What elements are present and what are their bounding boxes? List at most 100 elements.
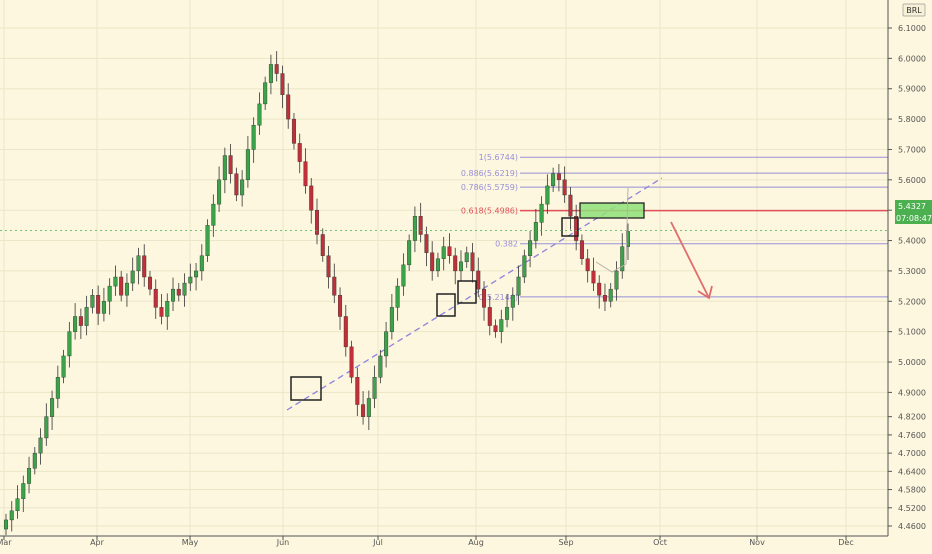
trendline — [286, 177, 663, 411]
candle-body — [424, 234, 429, 253]
trendline-line — [286, 177, 663, 411]
y-tick-label: 5.1000 — [898, 328, 926, 337]
price-tag-value: 5.4327 — [898, 202, 926, 211]
candle-body — [245, 149, 250, 181]
candle-body — [194, 270, 199, 278]
candle-body — [228, 155, 233, 174]
candle-body — [476, 270, 481, 290]
candle-body — [3, 519, 8, 530]
projection-path — [595, 187, 629, 273]
fib-level-label: 0.886(5.6219) — [461, 169, 518, 178]
price-tag: 5.4327 07:08:47 — [895, 200, 932, 224]
candle-body — [234, 173, 239, 196]
candle-body — [291, 118, 296, 144]
candle-body — [401, 264, 406, 287]
candle-body — [297, 143, 302, 162]
candle-body — [55, 377, 60, 399]
candle-body — [447, 246, 452, 256]
x-tick-label: Aug — [468, 538, 484, 547]
candle-body — [378, 355, 383, 378]
fibonacci-levels: 1(5.6744) 0.886(5.6219) 0.786(5.5759) 0.618… — [461, 153, 888, 302]
highlight-box — [457, 280, 477, 304]
y-tick-label: 4.7600 — [898, 431, 926, 440]
candle-body — [332, 276, 337, 296]
candle-body — [38, 437, 43, 454]
y-tick-label: 5.0000 — [898, 358, 926, 367]
highlight-box — [436, 293, 456, 317]
candle-body — [32, 452, 37, 469]
candle-body — [505, 307, 510, 320]
candle-body — [361, 404, 366, 417]
candle-body — [211, 203, 216, 226]
candle-body — [608, 288, 613, 302]
candle-body — [303, 161, 308, 187]
x-tick-label: May — [182, 538, 199, 547]
candle-body — [349, 346, 354, 378]
candle-body — [585, 258, 590, 272]
price-tag-bg — [895, 200, 932, 224]
candle-body — [522, 255, 527, 278]
y-tick-label: 6.1000 — [898, 24, 926, 33]
x-tick-label: Nov — [749, 538, 765, 547]
candle-body — [165, 301, 170, 317]
candle-body — [257, 103, 262, 126]
candle-body — [61, 355, 66, 378]
grid-lines — [0, 0, 888, 536]
candle-body — [453, 255, 458, 272]
candle-body — [251, 124, 256, 150]
candle-body — [142, 255, 147, 278]
x-tick-label: Jun — [276, 538, 290, 547]
candle-body — [412, 216, 417, 241]
candle-body — [222, 155, 227, 181]
x-tick-label: Jul — [372, 538, 383, 547]
candle-body — [562, 179, 567, 196]
candle-body — [579, 240, 584, 259]
candle-body — [84, 307, 89, 326]
candle-body — [44, 416, 49, 439]
candle-body — [147, 276, 152, 290]
candle-body — [274, 64, 279, 74]
candle-body — [482, 288, 487, 308]
highlight-box — [290, 376, 322, 401]
candle-body — [199, 255, 204, 272]
candle-body — [159, 307, 164, 317]
y-tick-label: 5.6000 — [898, 176, 926, 185]
candle-body — [430, 252, 435, 272]
x-tick-label: Sep — [558, 538, 573, 547]
candle-body — [107, 285, 112, 302]
x-tick-label: Dec — [838, 538, 853, 547]
candle-body — [389, 307, 394, 332]
candle-body — [355, 377, 360, 405]
candle-body — [395, 285, 400, 308]
y-tick-label: 4.7000 — [898, 449, 926, 458]
y-tick-label: 5.4000 — [898, 237, 926, 246]
candle-body — [556, 173, 561, 181]
candle-body — [320, 234, 325, 256]
candle-body — [326, 255, 331, 278]
candle-body — [27, 468, 32, 484]
candle-body — [591, 270, 596, 284]
candle-body — [309, 185, 314, 211]
y-tick-label: 4.4600 — [898, 522, 926, 531]
candle-body — [407, 240, 412, 266]
y-tick-label: 4.9000 — [898, 388, 926, 397]
y-tick-label: 4.5200 — [898, 504, 926, 513]
candle-body — [176, 288, 181, 296]
price-tag-countdown: 07:08:47 — [896, 214, 932, 223]
candle-body — [510, 295, 515, 308]
y-tick-label: 5.9000 — [898, 85, 926, 94]
candle-body — [73, 316, 78, 332]
candle-body — [96, 295, 101, 314]
candle-body — [499, 319, 504, 332]
y-tick-label: 4.8200 — [898, 413, 926, 422]
y-tick-label: 5.2000 — [898, 297, 926, 306]
x-tick-label: Oct — [653, 538, 667, 547]
candle-body — [338, 295, 343, 317]
candle-body — [533, 222, 538, 241]
price-axis: 6.10006.00005.90005.80005.70005.60005.50… — [887, 0, 926, 536]
candle-body — [343, 316, 348, 348]
down-arrow-head — [697, 285, 713, 300]
candle-body — [67, 331, 72, 357]
